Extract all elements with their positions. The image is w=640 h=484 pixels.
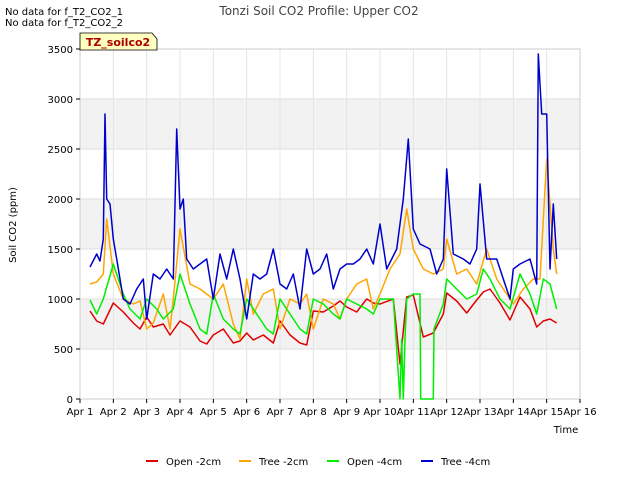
legend-item-open-2cm: Open -2cm (146, 457, 221, 468)
x-tick-label: Apr 15 (530, 407, 563, 418)
no-data-note-2: No data for f_T2_CO2_2 (5, 18, 123, 29)
y-tick-label: 1000 (48, 295, 73, 306)
chart-title: Tonzi Soil CO2 Profile: Upper CO2 (218, 4, 418, 18)
x-tick-label: Apr 5 (200, 407, 227, 418)
legend-label: Open -4cm (347, 457, 402, 468)
series-line-tree-2cm (89, 158, 558, 340)
axis-ticks: 0 500 1000 1500 2000 2500 3000 3500 Apr 1 Apr 2 Ap… (48, 45, 597, 418)
y-tick-label: 1500 (48, 245, 73, 256)
x-tick-label: Apr 9 (333, 407, 360, 418)
badge-box (79, 32, 158, 51)
y-tick-label: 2500 (48, 145, 73, 156)
legend-item-tree-2cm: Tree -2cm (239, 457, 308, 468)
y-tick-label: 3500 (48, 45, 73, 56)
x-tick-label: Apr 12 (430, 407, 463, 418)
y-tick-label: 500 (54, 345, 73, 356)
series-line-open-4cm (89, 263, 558, 400)
x-tick-label: Apr 11 (397, 407, 430, 418)
legend-label: Tree -4cm (440, 457, 490, 468)
legend-item-tree-4cm: Tree -4cm (421, 457, 490, 468)
x-tick-label: Apr 3 (133, 407, 160, 418)
legend-label: Tree -2cm (258, 457, 308, 468)
plot-band (80, 199, 580, 249)
y-axis-label: Soil CO2 (ppm) (8, 187, 19, 263)
x-tick-label: Apr 14 (497, 407, 530, 418)
x-tick-label: Apr 1 (67, 407, 94, 418)
x-tick-label: Apr 2 (100, 407, 127, 418)
badge: TZ_soilco2 (79, 32, 158, 51)
x-tick-label: Apr 6 (233, 407, 260, 418)
x-tick-label: Apr 16 (563, 407, 596, 418)
series-line-tree-4cm (89, 53, 558, 320)
legend-item-open-4cm: Open -4cm (327, 457, 402, 468)
plot-frame (79, 48, 581, 400)
plot-band (80, 99, 580, 149)
no-data-note-1: No data for f_T2_CO2_1 (5, 7, 123, 18)
x-tick-label: Apr 8 (300, 407, 327, 418)
legend-label: Open -2cm (166, 457, 221, 468)
x-tick-label: Apr 10 (363, 407, 396, 418)
series-layer (89, 53, 558, 400)
y-tick-label: 3000 (48, 95, 73, 106)
x-tick-label: Apr 7 (267, 407, 294, 418)
y-tick-label: 0 (67, 395, 73, 406)
badge-label: TZ_soilco2 (86, 36, 150, 49)
legend: Open -2cm Tree -2cm Open -4cm Tree -4cm (146, 457, 490, 468)
x-tick-label: Apr 4 (167, 407, 194, 418)
y-tick-label: 2000 (48, 195, 73, 206)
x-axis-label: Time (553, 425, 578, 436)
series-line-open-2cm (89, 288, 558, 365)
x-tick-label: Apr 13 (463, 407, 496, 418)
